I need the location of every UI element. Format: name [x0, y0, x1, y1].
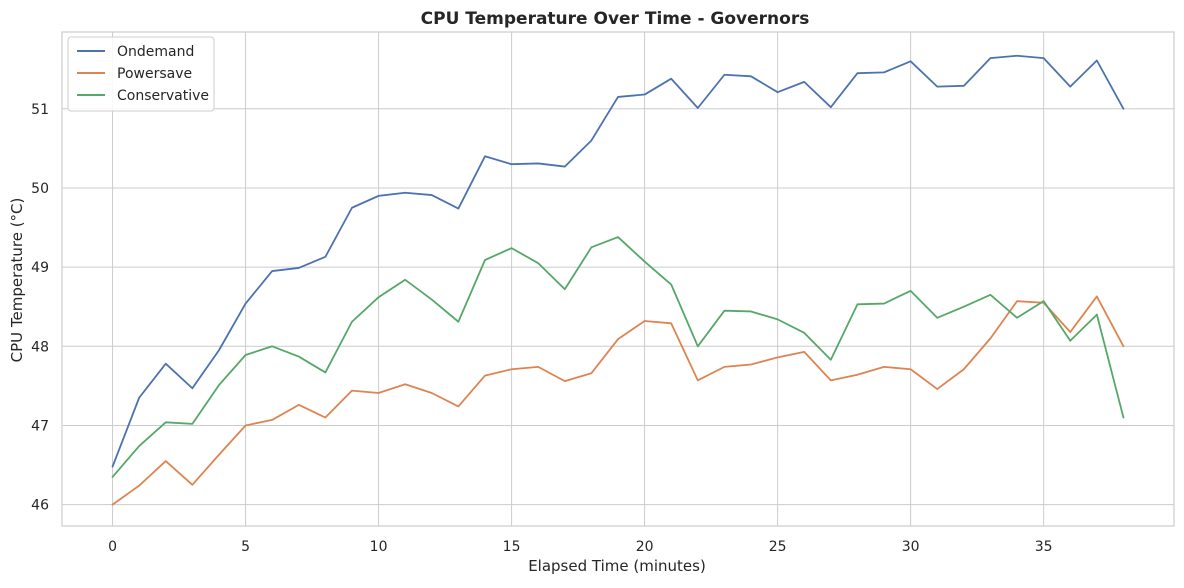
- grid: [62, 32, 1174, 526]
- x-axis-label: Elapsed Time (minutes): [528, 557, 706, 575]
- y-tick-label: 51: [31, 102, 49, 118]
- x-tick-label: 10: [370, 539, 388, 555]
- series-lines: [111, 54, 1125, 506]
- plot-frame: [61, 31, 1175, 527]
- y-tick-label: 46: [31, 498, 49, 514]
- legend-label-powersave: Powersave: [117, 66, 192, 82]
- series-line-powersave: [111, 295, 1125, 506]
- y-tick-label: 47: [31, 418, 49, 434]
- legend-box: [67, 36, 215, 112]
- y-tick-label: 49: [31, 260, 49, 276]
- x-tick-label: 5: [241, 539, 250, 555]
- x-tick-label: 15: [503, 539, 521, 555]
- series-line-conservative: [111, 236, 1125, 478]
- legend-label-conservative: Conservative: [117, 88, 209, 104]
- x-tick-label: 35: [1035, 539, 1053, 555]
- legend: Ondemand Powersave Conservative: [67, 36, 215, 112]
- axes: 0 5 10 15 20 25 30 35 46 47 48 49 50 51: [31, 31, 1175, 555]
- chart-title: CPU Temperature Over Time - Governors: [421, 9, 810, 29]
- series-line-ondemand: [111, 54, 1125, 468]
- x-tick-label: 20: [636, 539, 654, 555]
- y-tick-label: 48: [31, 339, 49, 355]
- y-tick-label: 50: [31, 181, 49, 197]
- x-tick-label: 25: [769, 539, 787, 555]
- x-tick-label: 30: [902, 539, 920, 555]
- legend-label-ondemand: Ondemand: [117, 44, 194, 60]
- x-tick-label: 0: [108, 539, 117, 555]
- y-axis-label: CPU Temperature (°C): [8, 198, 26, 363]
